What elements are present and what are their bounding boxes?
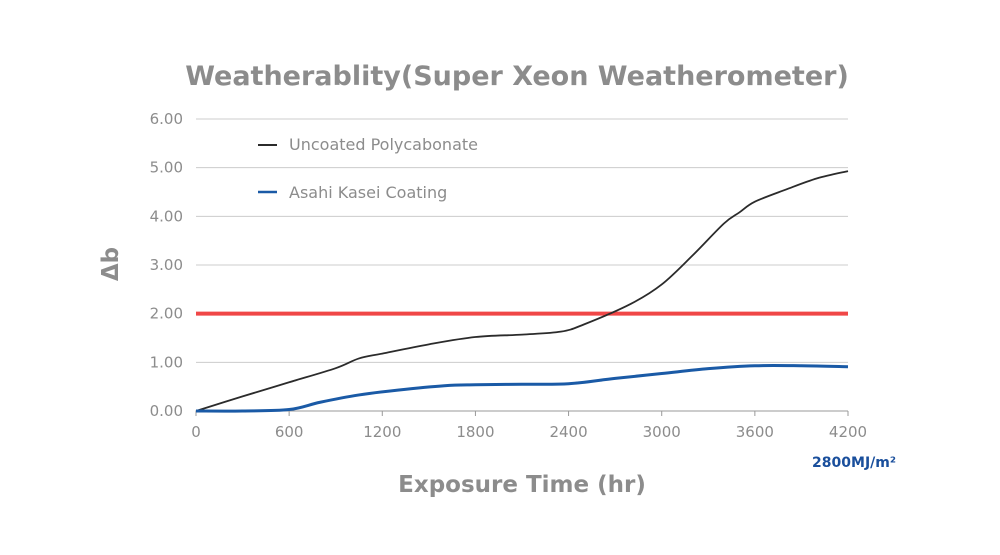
y-tick-labels: 0.00 1.00 2.00 3.00 4.00 5.00 6.00 [150, 110, 183, 420]
x-tick-label: 4200 [829, 423, 867, 441]
series-lines [195, 170, 849, 413]
legend: Uncoated Polycabonate Asahi Kasei Coatin… [258, 135, 478, 202]
x-tick-label: 600 [275, 423, 304, 441]
y-tick-label: 3.00 [150, 256, 183, 274]
x-tick-label: 0 [191, 423, 201, 441]
energy-annotation: 2800MJ/m² [812, 455, 896, 471]
x-tick-label: 1200 [363, 423, 401, 441]
x-tick-label: 3600 [736, 423, 774, 441]
y-axis-label: Δb [98, 247, 124, 281]
y-tick-label: 4.00 [150, 207, 183, 225]
series-line-uncoated-polycarbonate [195, 170, 849, 412]
chart-title: Weatherablity(Super Xeon Weatherometer) [185, 61, 849, 92]
series-line-asahi-kasei-coating [195, 363, 849, 413]
x-tick-label: 2400 [549, 423, 587, 441]
legend-label-asahi: Asahi Kasei Coating [289, 183, 447, 202]
y-tick-label: 5.00 [150, 159, 183, 177]
x-tick-label: 1800 [456, 423, 494, 441]
legend-label-uncoated: Uncoated Polycabonate [289, 135, 478, 154]
x-axis-label: Exposure Time (hr) [398, 472, 646, 498]
y-tick-label: 6.00 [150, 110, 183, 128]
y-tick-label: 1.00 [150, 353, 183, 371]
grid-lines [195, 118, 849, 416]
x-tick-labels: 0 600 1200 1800 2400 3000 3600 4200 [191, 423, 867, 441]
y-tick-label: 2.00 [150, 305, 183, 323]
y-tick-label: 0.00 [150, 402, 183, 420]
x-tick-label: 3000 [643, 423, 681, 441]
